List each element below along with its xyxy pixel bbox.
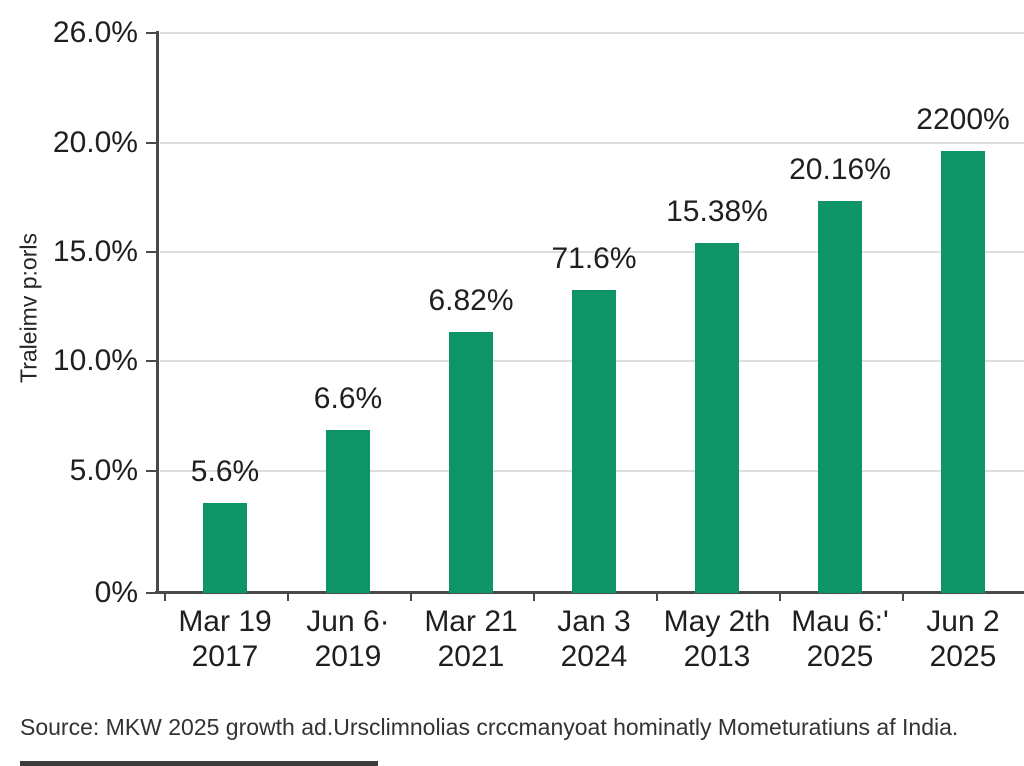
x-tick-mark (287, 593, 289, 601)
y-axis-line (156, 31, 159, 593)
bar-value-label: 5.6% (190, 455, 260, 488)
x-tick-label: Mar 19 2017 (143, 604, 307, 674)
bar-value-label: 71.6% (551, 242, 637, 275)
gridline (160, 142, 1024, 144)
y-tick-label: 26.0% (52, 16, 138, 49)
y-tick-label: 15.0% (52, 235, 138, 268)
bar-value-label: 6.82% (428, 284, 514, 317)
x-tick-label-line2: 2017 (191, 640, 259, 673)
bar (203, 503, 247, 593)
y-tick-label: 0% (94, 576, 138, 609)
x-tick-label-line1: Jan 3 (557, 605, 631, 638)
x-tick-label: Mar 21 2021 (389, 604, 553, 674)
x-tick-label-line1: May 2th (663, 605, 771, 638)
y-tick-mark (146, 470, 158, 472)
bar (941, 151, 985, 593)
y-tick-label: 10.0% (52, 344, 138, 377)
x-tick-label-line2: 2013 (683, 640, 751, 673)
x-tick-label-line1: Jun 6· (306, 605, 390, 638)
bar-value-label: 15.38% (666, 195, 768, 228)
bar (818, 201, 862, 593)
x-tick-label-line2: 2025 (806, 640, 874, 673)
x-tick-label: May 2th 2013 (635, 604, 799, 674)
y-tick-mark (146, 592, 158, 594)
x-tick-label-line2: 2021 (437, 640, 505, 673)
x-tick-label: Jan 3 2024 (512, 604, 676, 674)
x-tick-label-line2: 2019 (314, 640, 382, 673)
cutoff-content-strip (20, 761, 378, 766)
bar-value-label: 20.16% (789, 153, 891, 186)
bar-value-label: 6.6% (313, 382, 383, 415)
bar (572, 290, 616, 593)
x-tick-mark (902, 593, 904, 601)
y-tick-label: 20.0% (52, 126, 138, 159)
x-tick-label-line1: Mar 19 (178, 605, 272, 638)
gridline (160, 251, 1024, 253)
x-tick-label-line1: Jun 2 (926, 605, 1000, 638)
bar-value-label: 2200% (916, 103, 1010, 136)
x-tick-mark (656, 593, 658, 601)
x-tick-label-line1: Mar 21 (424, 605, 518, 638)
x-tick-mark (164, 593, 166, 601)
x-tick-label: Mau 6:' 2025 (758, 604, 922, 674)
y-tick-label: 5.0% (69, 454, 138, 487)
y-tick-mark (146, 32, 158, 34)
x-tick-label-line2: 2025 (929, 640, 997, 673)
x-tick-label: Jun 2 2025 (881, 604, 1024, 674)
y-tick-mark (146, 142, 158, 144)
bar (326, 430, 370, 593)
x-tick-mark (779, 593, 781, 601)
gridline (160, 32, 1024, 34)
x-tick-mark (533, 593, 535, 601)
source-caption: Source: MKW 2025 growth ad.Ursclimnolias… (20, 714, 959, 740)
bar (449, 332, 493, 593)
x-tick-label: Jun 6· 2019 (266, 604, 430, 674)
x-tick-mark (410, 593, 412, 601)
y-tick-mark (146, 251, 158, 253)
bar (695, 243, 739, 593)
x-tick-label-line2: 2024 (560, 640, 628, 673)
x-tick-label-line1: Mau 6:' (791, 605, 889, 638)
y-tick-mark (146, 360, 158, 362)
